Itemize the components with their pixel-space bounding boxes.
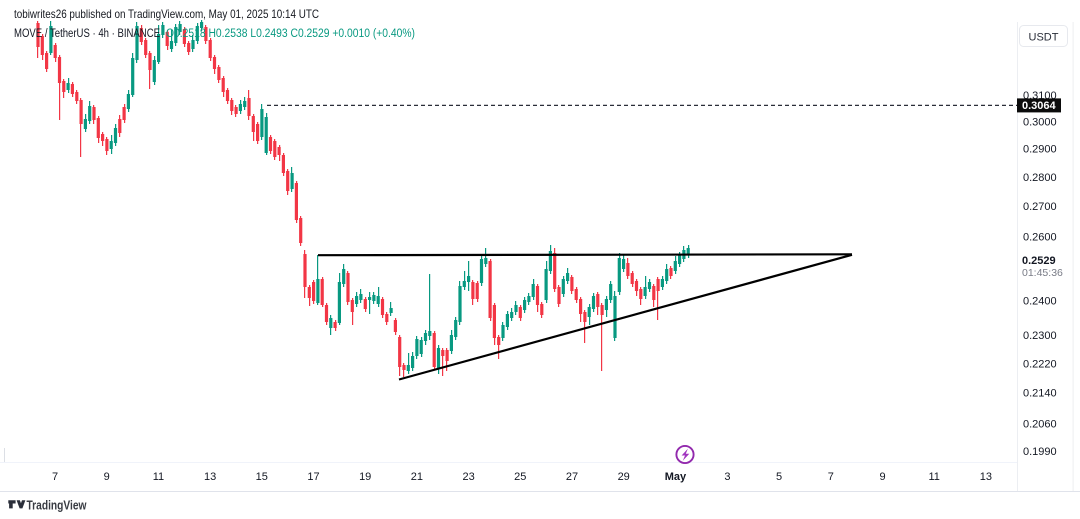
svg-text:0.2600: 0.2600 — [1023, 231, 1057, 243]
svg-text:0.2060: 0.2060 — [1023, 418, 1057, 430]
svg-text:3: 3 — [724, 471, 730, 483]
svg-text:9: 9 — [879, 471, 885, 483]
svg-text:9: 9 — [104, 471, 110, 483]
svg-text:13: 13 — [204, 471, 216, 483]
svg-text:21: 21 — [411, 471, 423, 483]
svg-text:0.2400: 0.2400 — [1023, 296, 1057, 308]
svg-text:TradingView: TradingView — [27, 499, 87, 513]
svg-text:O0.2518 H0.2538 L0.2493 C0.: O0.2518 H0.2538 L0.2493 C0.2529 +0.0010 … — [166, 28, 415, 40]
svg-text:23: 23 — [462, 471, 474, 483]
svg-text:MOVE / TetherUS · 4h · BINANCE: MOVE / TetherUS · 4h · BINANCE — [14, 28, 160, 40]
svg-text:17: 17 — [307, 471, 319, 483]
svg-text:7: 7 — [828, 471, 834, 483]
svg-text:7: 7 — [52, 471, 58, 483]
svg-text:0.2700: 0.2700 — [1023, 201, 1057, 213]
svg-text:5: 5 — [776, 471, 782, 483]
svg-text:0.2300: 0.2300 — [1023, 330, 1057, 342]
svg-text:11: 11 — [928, 471, 939, 483]
svg-text:13: 13 — [980, 471, 992, 483]
svg-text:0.3000: 0.3000 — [1023, 117, 1057, 129]
svg-text:0.2220: 0.2220 — [1023, 358, 1057, 370]
svg-text:0.3064: 0.3064 — [1022, 100, 1057, 112]
svg-text:May: May — [665, 471, 687, 483]
svg-text:19: 19 — [359, 471, 371, 483]
svg-text:0.2529: 0.2529 — [1022, 255, 1056, 267]
svg-text:USDT: USDT — [1029, 32, 1059, 44]
svg-text:0.2900: 0.2900 — [1023, 144, 1057, 156]
svg-text:11: 11 — [153, 471, 164, 483]
svg-text:29: 29 — [618, 471, 630, 483]
svg-text:tobiwrites26 published on Trad: tobiwrites26 published on TradingView.co… — [14, 7, 319, 21]
svg-text:27: 27 — [566, 471, 578, 483]
svg-text:0.2800: 0.2800 — [1023, 172, 1057, 184]
svg-text:01:45:36: 01:45:36 — [1022, 267, 1063, 279]
svg-text:15: 15 — [256, 471, 268, 483]
svg-text:0.2140: 0.2140 — [1023, 388, 1057, 400]
svg-text:25: 25 — [514, 471, 526, 483]
svg-text:0.1990: 0.1990 — [1023, 446, 1057, 458]
